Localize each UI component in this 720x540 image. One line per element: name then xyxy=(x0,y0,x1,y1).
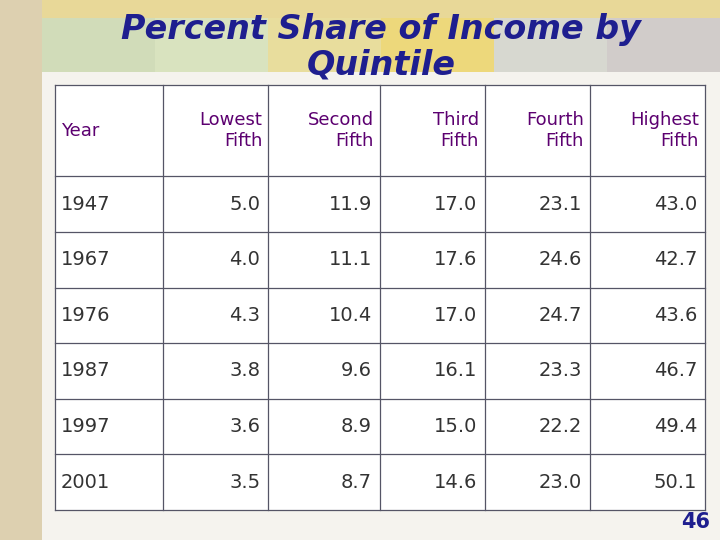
Bar xyxy=(380,454,485,510)
Text: Percent Share of Income by: Percent Share of Income by xyxy=(121,14,641,46)
Bar xyxy=(269,177,380,232)
Bar xyxy=(269,288,380,343)
Text: Year: Year xyxy=(61,122,99,140)
Bar xyxy=(590,454,705,510)
Bar xyxy=(42,18,155,72)
Bar xyxy=(55,343,163,399)
Bar xyxy=(269,85,380,177)
Bar xyxy=(590,232,705,288)
Bar xyxy=(380,232,485,288)
Bar xyxy=(163,399,269,454)
Text: 3.6: 3.6 xyxy=(229,417,261,436)
Bar xyxy=(42,180,720,540)
Text: 10.4: 10.4 xyxy=(329,306,372,325)
Text: 17.0: 17.0 xyxy=(433,195,477,214)
Bar xyxy=(55,177,163,232)
Bar xyxy=(381,18,494,72)
Text: 15.0: 15.0 xyxy=(433,417,477,436)
Text: 46: 46 xyxy=(681,512,710,532)
Text: Third
Fifth: Third Fifth xyxy=(433,111,479,150)
Text: 46.7: 46.7 xyxy=(654,361,697,381)
Bar xyxy=(163,177,269,232)
Text: 24.6: 24.6 xyxy=(539,250,582,269)
Text: 24.7: 24.7 xyxy=(539,306,582,325)
Bar xyxy=(380,288,485,343)
Text: 22.2: 22.2 xyxy=(539,417,582,436)
Bar xyxy=(485,288,590,343)
Text: 1976: 1976 xyxy=(61,306,110,325)
Bar xyxy=(590,177,705,232)
Bar xyxy=(380,399,485,454)
Text: 16.1: 16.1 xyxy=(433,361,477,381)
Text: 17.6: 17.6 xyxy=(433,250,477,269)
Bar xyxy=(485,232,590,288)
Bar xyxy=(380,343,485,399)
Text: 23.1: 23.1 xyxy=(539,195,582,214)
Text: 23.0: 23.0 xyxy=(539,472,582,492)
Text: 1967: 1967 xyxy=(61,250,110,269)
Bar xyxy=(269,454,380,510)
Bar xyxy=(590,343,705,399)
Text: 11.1: 11.1 xyxy=(328,250,372,269)
Text: 1997: 1997 xyxy=(61,417,110,436)
Bar xyxy=(485,343,590,399)
Text: 1947: 1947 xyxy=(61,195,110,214)
Bar xyxy=(42,72,720,180)
Bar xyxy=(163,288,269,343)
Text: 49.4: 49.4 xyxy=(654,417,697,436)
Text: 17.0: 17.0 xyxy=(433,306,477,325)
Text: 9.6: 9.6 xyxy=(341,361,372,381)
Text: 2001: 2001 xyxy=(61,472,110,492)
Bar xyxy=(485,177,590,232)
Bar xyxy=(268,18,381,72)
Bar xyxy=(269,343,380,399)
Text: 23.3: 23.3 xyxy=(539,361,582,381)
Text: 43.0: 43.0 xyxy=(654,195,697,214)
Bar xyxy=(380,85,485,177)
Bar xyxy=(485,399,590,454)
Text: 8.9: 8.9 xyxy=(341,417,372,436)
Text: 4.3: 4.3 xyxy=(229,306,261,325)
Bar xyxy=(590,399,705,454)
Bar xyxy=(607,18,720,72)
Bar xyxy=(494,18,607,72)
Bar xyxy=(269,232,380,288)
Text: Highest
Fifth: Highest Fifth xyxy=(630,111,699,150)
Bar xyxy=(269,399,380,454)
Text: Quintile: Quintile xyxy=(307,49,456,82)
Bar xyxy=(42,0,720,72)
Bar xyxy=(55,399,163,454)
Bar xyxy=(485,454,590,510)
Bar xyxy=(55,288,163,343)
Text: 5.0: 5.0 xyxy=(229,195,261,214)
Bar xyxy=(590,85,705,177)
Bar xyxy=(55,454,163,510)
Text: Fourth
Fifth: Fourth Fifth xyxy=(526,111,584,150)
Bar xyxy=(55,85,163,177)
Bar xyxy=(163,232,269,288)
Bar xyxy=(485,85,590,177)
Text: 8.7: 8.7 xyxy=(341,472,372,492)
Bar xyxy=(163,85,269,177)
Text: 11.9: 11.9 xyxy=(328,195,372,214)
Bar xyxy=(0,0,42,540)
Text: 43.6: 43.6 xyxy=(654,306,697,325)
Text: 3.8: 3.8 xyxy=(229,361,261,381)
Text: 14.6: 14.6 xyxy=(433,472,477,492)
Text: 50.1: 50.1 xyxy=(654,472,697,492)
Text: 3.5: 3.5 xyxy=(229,472,261,492)
Text: Second
Fifth: Second Fifth xyxy=(308,111,374,150)
Bar xyxy=(155,18,268,72)
Text: Lowest
Fifth: Lowest Fifth xyxy=(199,111,262,150)
Text: 1987: 1987 xyxy=(61,361,110,381)
Bar xyxy=(163,454,269,510)
Bar xyxy=(55,232,163,288)
Bar xyxy=(380,177,485,232)
Text: 42.7: 42.7 xyxy=(654,250,697,269)
Bar xyxy=(163,343,269,399)
Bar xyxy=(590,288,705,343)
Text: 4.0: 4.0 xyxy=(230,250,261,269)
